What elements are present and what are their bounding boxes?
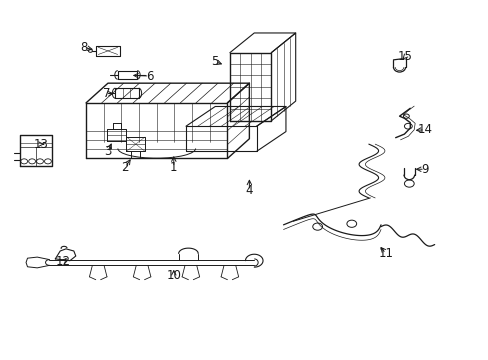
Text: 15: 15 (397, 50, 412, 63)
Text: 10: 10 (166, 269, 181, 282)
Text: 13: 13 (33, 138, 48, 150)
Text: 6: 6 (145, 69, 153, 82)
Text: 1: 1 (170, 161, 177, 174)
Text: 5: 5 (211, 55, 219, 68)
Text: 2: 2 (121, 161, 128, 174)
Text: 7: 7 (103, 87, 110, 100)
Text: 11: 11 (378, 247, 393, 260)
Text: 4: 4 (245, 184, 253, 197)
Text: 12: 12 (56, 255, 70, 268)
Text: 9: 9 (420, 163, 428, 176)
Text: 8: 8 (80, 41, 87, 54)
Text: 3: 3 (104, 145, 111, 158)
Text: 14: 14 (417, 123, 431, 136)
